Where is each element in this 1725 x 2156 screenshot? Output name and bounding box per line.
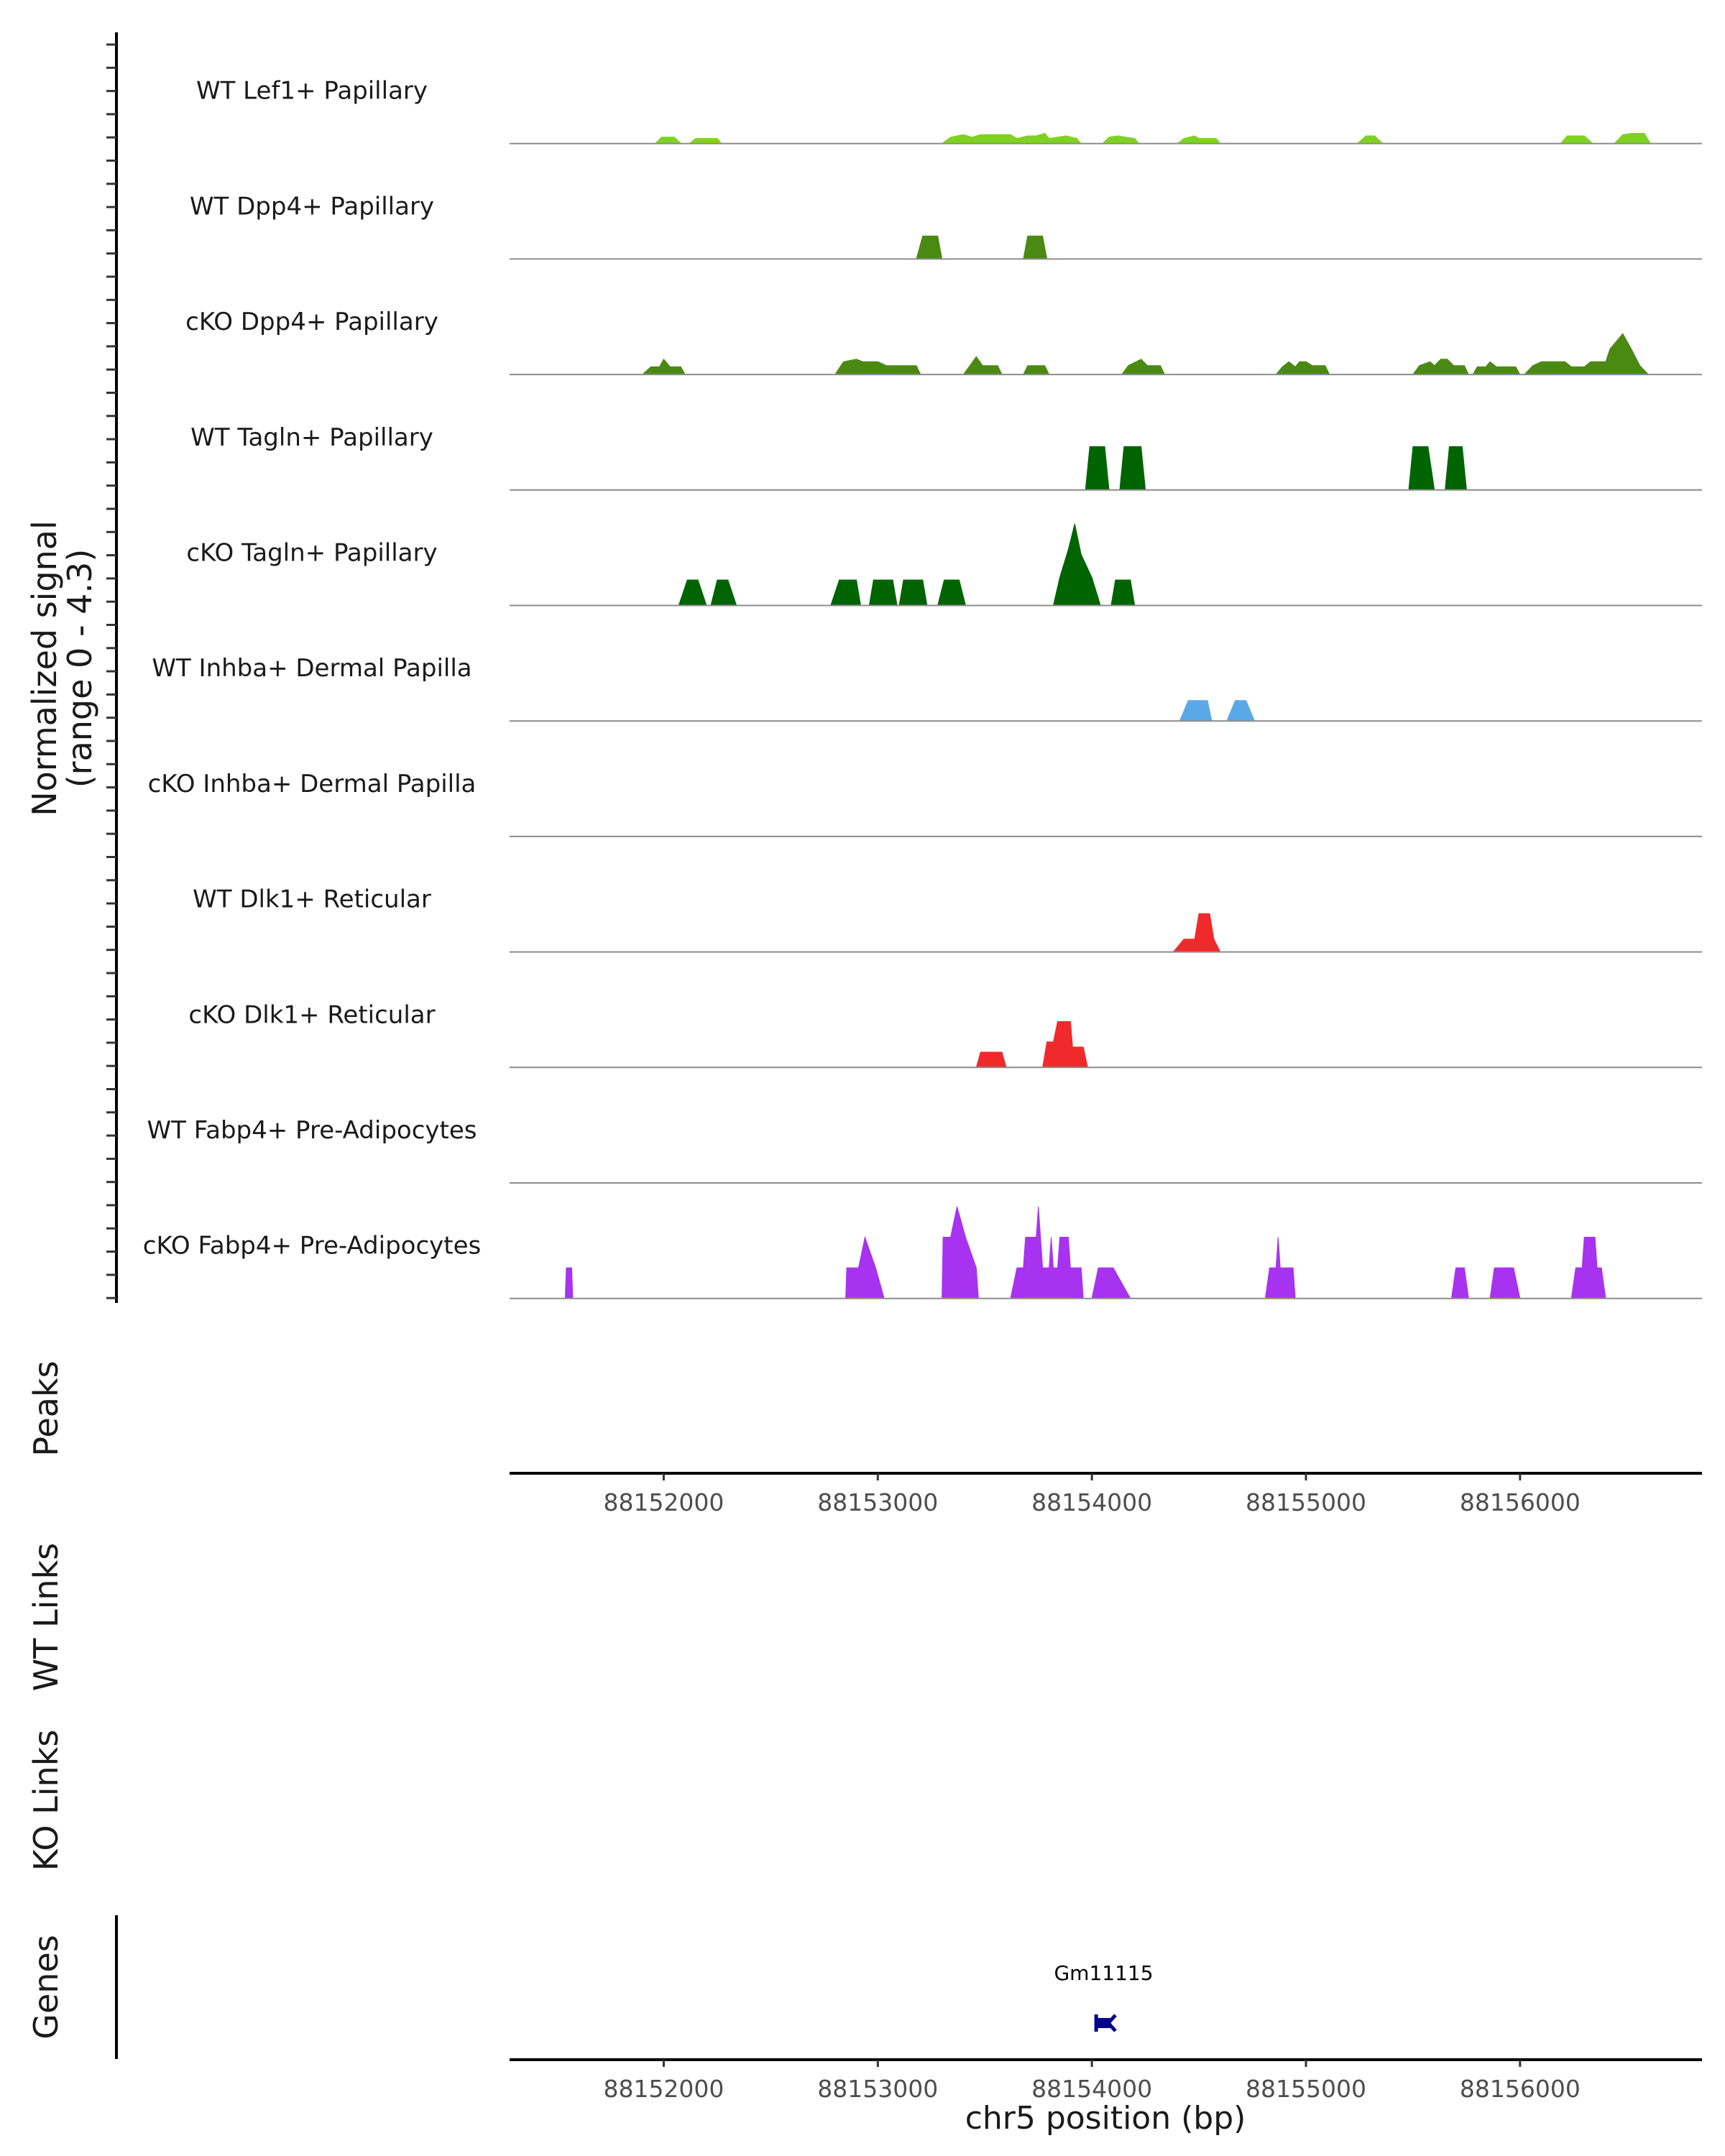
coverage-area: [1179, 700, 1256, 722]
y-axis-ticks: [106, 43, 116, 1299]
x-tick-label: 88152000: [603, 1488, 724, 1516]
coverage-area: [916, 235, 1048, 259]
track-7: cKO Inhba+ Dermal Papilla: [148, 770, 1702, 837]
coverage-area: [564, 1206, 1606, 1299]
wt-links-track-label: WT Links: [27, 1543, 65, 1691]
track-11: cKO Fabp4+ Pre-Adipocytes: [143, 1206, 1702, 1299]
gene-name: Gm11115: [1054, 1961, 1153, 1985]
x-tick-label: 88156000: [1460, 1488, 1581, 1516]
track-label: WT Lef1+ Papillary: [196, 77, 428, 106]
x-tick-label: 88152000: [603, 2075, 724, 2103]
coverage-area: [678, 523, 1136, 606]
track-label: WT Tagln+ Papillary: [190, 423, 433, 452]
track-label: cKO Inhba+ Dermal Papilla: [148, 770, 477, 798]
track-5: cKO Tagln+ Papillary: [186, 523, 1702, 607]
x-tick-label: 88154000: [1031, 1488, 1152, 1516]
track-label: cKO Dpp4+ Papillary: [185, 308, 438, 336]
track-2: WT Dpp4+ Papillary: [190, 192, 1702, 260]
y-axis-range: (range 0 - 4.3): [60, 549, 99, 788]
x-axis-title: chr5 position (bp): [965, 2100, 1246, 2137]
y-axis-title: Normalized signal: [25, 520, 64, 816]
gene-body: [1096, 2018, 1111, 2028]
track-label: cKO Fabp4+ Pre-Adipocytes: [143, 1232, 482, 1261]
coverage-area: [641, 333, 1650, 375]
x-axis-lower: 88152000 88153000 88154000 88155000 88156000: [603, 2060, 1581, 2103]
track-label: WT Dlk1+ Reticular: [193, 885, 431, 914]
track-10: WT Fabp4+ Pre-Adipocytes: [147, 1116, 1702, 1184]
coverage-area: [654, 132, 1652, 144]
track-label: WT Fabp4+ Pre-Adipocytes: [147, 1116, 477, 1145]
track-label: WT Inhba+ Dermal Papilla: [152, 654, 472, 683]
x-tick-label: 88153000: [817, 2075, 938, 2103]
x-tick-label: 88156000: [1460, 2075, 1581, 2103]
coverage-area: [1085, 446, 1467, 491]
track-1: WT Lef1+ Papillary: [196, 77, 1702, 144]
x-tick-label: 88155000: [1246, 2075, 1366, 2103]
track-3: cKO Dpp4+ Papillary: [185, 308, 1702, 376]
x-tick-label: 88155000: [1246, 1488, 1366, 1516]
track-label: cKO Tagln+ Papillary: [186, 539, 437, 568]
x-tick-label: 88154000: [1031, 2075, 1152, 2103]
gene-annotations: Gm11115: [1054, 1961, 1154, 2032]
track-label: cKO Dlk1+ Reticular: [188, 1000, 435, 1029]
track-label: WT Dpp4+ Papillary: [190, 192, 434, 221]
track-4: WT Tagln+ Papillary: [190, 423, 1702, 491]
track-6: WT Inhba+ Dermal Papilla: [152, 654, 1702, 722]
x-tick-label: 88153000: [817, 1488, 938, 1516]
coverage-area: [1172, 913, 1221, 953]
coverage-tracks: WT Lef1+ Papillary WT Dpp4+ Papillary cKO …: [143, 77, 1702, 1299]
x-axis-upper: 88152000 88153000 88154000 88155000 88156000: [603, 1473, 1581, 1516]
genes-track-label: Genes: [27, 1935, 65, 2039]
track-9: cKO Dlk1+ Reticular: [188, 1000, 1702, 1069]
peaks-track-label: Peaks: [27, 1360, 65, 1456]
gene-strand-arrow: [1105, 2014, 1117, 2032]
ko-links-track-label: KO Links: [27, 1730, 65, 1871]
track-8: WT Dlk1+ Reticular: [193, 885, 1702, 953]
coverage-area: [975, 1021, 1088, 1068]
